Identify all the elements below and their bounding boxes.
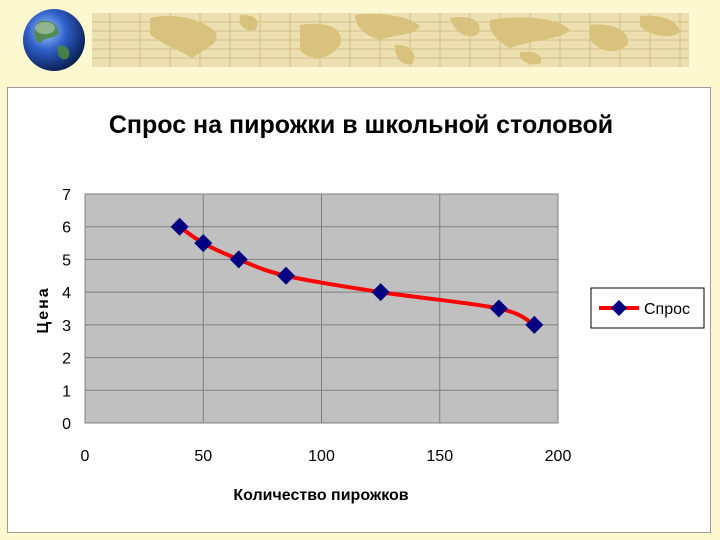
legend-marker xyxy=(611,300,627,316)
y-axis-ticks: 0 1 2 3 4 5 6 7 xyxy=(62,187,71,433)
y-tick-label-1: 1 xyxy=(62,383,71,400)
x-tick-label-3: 150 xyxy=(426,448,453,465)
chart-title: Спрос на пирожки в школьной столовой xyxy=(109,111,613,139)
header-banner xyxy=(0,0,720,80)
x-tick-label-4: 200 xyxy=(545,448,572,465)
series-markers xyxy=(170,217,544,334)
y-tick-label-7: 7 xyxy=(62,187,71,204)
data-point-0 xyxy=(170,217,189,236)
y-axis-label: Цена xyxy=(35,286,52,333)
x-axis-label: Количество пирожков xyxy=(233,487,408,504)
data-point-3 xyxy=(277,266,296,285)
world-map-strip xyxy=(92,13,689,67)
y-tick-label-0: 0 xyxy=(62,416,71,433)
data-point-4 xyxy=(371,283,390,302)
chart-panel: Спрос на пирожки в школьной столовой 0 1 2… xyxy=(7,87,711,533)
data-point-6 xyxy=(525,315,544,334)
x-axis-ticks: 0 50 100 150 200 xyxy=(81,448,572,465)
gridlines xyxy=(84,193,559,424)
x-tick-label-2: 100 xyxy=(308,448,335,465)
data-point-1 xyxy=(194,234,213,253)
data-point-5 xyxy=(489,299,508,318)
demand-chart: Спрос на пирожки в школьной столовой 0 1 2… xyxy=(35,111,705,504)
x-tick-label-1: 50 xyxy=(194,448,212,465)
y-tick-label-3: 3 xyxy=(62,318,71,335)
y-tick-label-4: 4 xyxy=(62,285,71,302)
globe-icon xyxy=(23,9,85,71)
x-tick-label-0: 0 xyxy=(81,448,90,465)
y-tick-label-5: 5 xyxy=(62,252,71,269)
y-tick-label-6: 6 xyxy=(62,220,71,237)
y-tick-label-2: 2 xyxy=(62,351,71,368)
data-point-2 xyxy=(229,250,248,269)
legend: Спрос xyxy=(590,287,705,329)
legend-label-spros: Спрос xyxy=(644,301,690,318)
